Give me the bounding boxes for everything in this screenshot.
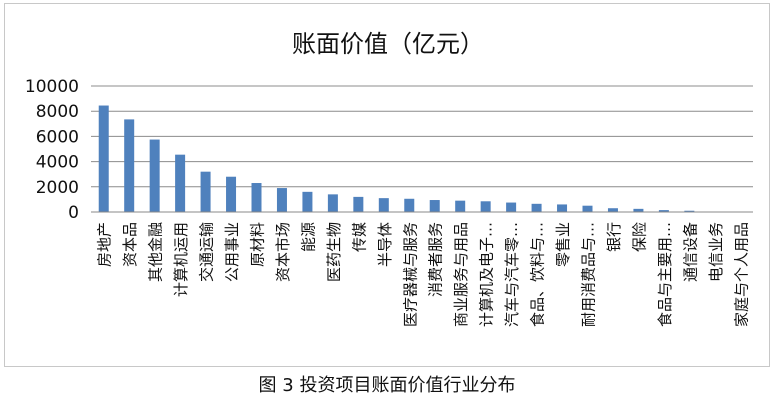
bar-chart: 账面价值（亿元） 0 2000 4000 6000 8000 10000 房地产 资本品 其他… bbox=[25, 30, 753, 327]
x-category-label: 消费者服务 bbox=[427, 222, 445, 297]
bar bbox=[480, 201, 491, 212]
x-category-label: 汽车与汽车零… bbox=[503, 222, 521, 327]
x-category-label: 商业服务与用品 bbox=[452, 222, 470, 327]
x-category-label: 家庭与个人用品 bbox=[732, 222, 750, 327]
x-category-label: 其他金融 bbox=[147, 222, 165, 282]
bar bbox=[98, 105, 109, 212]
bar bbox=[658, 210, 669, 212]
bar bbox=[124, 119, 135, 212]
y-tick-label: 6000 bbox=[36, 127, 79, 147]
x-category-label: 银行 bbox=[605, 222, 623, 252]
x-category-label: 资本市场 bbox=[274, 222, 292, 282]
x-category-label: 保险 bbox=[630, 222, 648, 252]
y-tick-label: 10000 bbox=[25, 77, 79, 97]
x-axis-categories: 房地产 资本品 其他金融 计算机运用 交通运输 公用事业 原材料 资本市场 能源 医药生物 传媒 半导… bbox=[96, 222, 751, 327]
bar bbox=[327, 194, 338, 212]
bar bbox=[251, 183, 262, 212]
x-category-label: 食品与主要用… bbox=[656, 222, 674, 327]
x-category-label: 房地产 bbox=[96, 222, 114, 267]
x-category-label: 零售业 bbox=[554, 222, 572, 267]
y-tick-label: 2000 bbox=[36, 178, 79, 198]
bar bbox=[149, 139, 160, 212]
x-category-label: 资本品 bbox=[121, 222, 139, 267]
bar bbox=[302, 191, 313, 212]
x-category-label: 耐用消费品与… bbox=[580, 222, 598, 327]
y-tick-label: 0 bbox=[68, 203, 79, 223]
x-category-label: 食品、饮料与… bbox=[529, 222, 547, 327]
bar bbox=[633, 208, 644, 212]
bar bbox=[531, 203, 542, 212]
x-category-label: 原材料 bbox=[249, 222, 267, 267]
chart-frame: 账面价值（亿元） 0 2000 4000 6000 8000 10000 房地产 资本品 其他… bbox=[4, 3, 770, 367]
x-category-label: 通信设备 bbox=[681, 222, 699, 282]
x-category-label: 半导体 bbox=[376, 222, 394, 267]
x-category-label: 传媒 bbox=[350, 222, 368, 252]
x-category-label: 计算机及电子… bbox=[478, 222, 496, 327]
y-tick-label: 8000 bbox=[36, 102, 79, 122]
figure-caption: 图 3 投资项目账面价值行业分布 bbox=[258, 375, 516, 396]
bar bbox=[404, 198, 415, 212]
bar bbox=[378, 198, 389, 212]
bar bbox=[429, 200, 440, 212]
x-category-label: 交通运输 bbox=[198, 222, 216, 282]
y-axis-ticks: 0 2000 4000 6000 8000 10000 bbox=[25, 77, 79, 223]
x-category-label: 电信业务 bbox=[707, 222, 725, 282]
bar bbox=[276, 188, 287, 212]
x-category-label: 公用事业 bbox=[223, 222, 241, 282]
x-category-label: 医疗器械与服务 bbox=[401, 222, 419, 327]
bar bbox=[557, 204, 568, 212]
bar bbox=[226, 176, 237, 212]
bars bbox=[98, 105, 746, 212]
x-category-label: 医药生物 bbox=[325, 222, 343, 282]
bar bbox=[506, 202, 517, 212]
chart-title: 账面价值（亿元） bbox=[292, 30, 484, 58]
bar bbox=[582, 205, 593, 212]
bar bbox=[200, 171, 211, 212]
bar bbox=[455, 200, 466, 212]
x-category-label: 计算机运用 bbox=[172, 222, 190, 297]
bar bbox=[175, 154, 186, 212]
bar bbox=[353, 196, 364, 212]
bar bbox=[684, 210, 695, 212]
y-tick-label: 4000 bbox=[36, 153, 79, 173]
x-category-label: 能源 bbox=[299, 222, 317, 252]
gridlines bbox=[91, 85, 753, 188]
bar bbox=[607, 208, 618, 212]
